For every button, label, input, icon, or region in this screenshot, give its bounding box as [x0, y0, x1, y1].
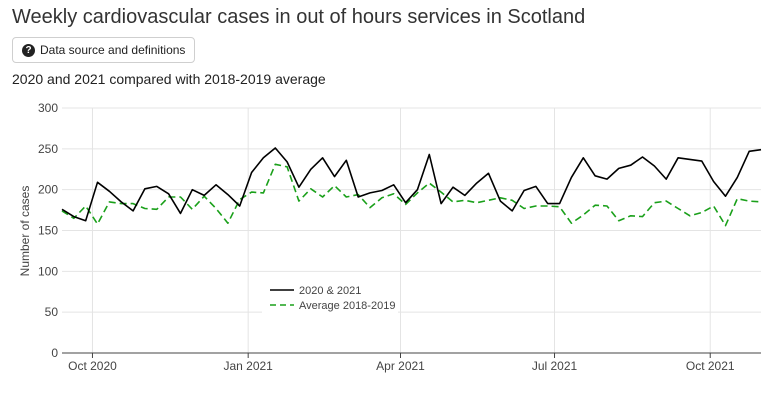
series-line-average-2018-2019 — [61, 163, 762, 227]
y-tick-label: 0 — [51, 346, 58, 360]
y-tick-label: 300 — [38, 101, 58, 115]
y-tick-label: 150 — [38, 224, 58, 238]
y-axis-label: Number of cases — [18, 186, 32, 277]
chart-title: 2020 and 2021 compared with 2018-2019 av… — [12, 71, 326, 87]
series-line-2020-2021 — [61, 147, 762, 222]
legend-background — [262, 277, 398, 317]
legend-label-average: Average 2018-2019 — [299, 300, 395, 312]
x-tick-label: Jul 2021 — [532, 359, 578, 373]
x-tick-label: Oct 2021 — [686, 359, 735, 373]
page-title: Weekly cardiovascular cases in out of ho… — [12, 6, 586, 28]
y-tick-label: 50 — [45, 305, 59, 319]
data-source-button-label: Data source and definitions — [40, 43, 186, 57]
series-layer — [61, 147, 762, 227]
axis-layer: 0 50 100 150 200 250 300 Oct 2020 Jan 2021 Apr 20… — [38, 101, 761, 373]
y-tick-label: 100 — [38, 264, 58, 278]
data-source-button[interactable]: ? Data source and definitions — [12, 37, 196, 63]
legend: 2020 & 2021 Average 2018-2019 — [262, 277, 398, 317]
legend-label-2020-2021: 2020 & 2021 — [299, 285, 361, 297]
x-tick-label: Oct 2020 — [68, 359, 117, 373]
question-circle-icon: ? — [22, 43, 35, 57]
y-tick-label: 200 — [38, 183, 58, 197]
grid-layer — [62, 107, 761, 353]
x-tick-label: Apr 2021 — [376, 359, 425, 373]
x-tick-label: Jan 2021 — [223, 359, 273, 373]
y-tick-label: 250 — [38, 142, 58, 156]
